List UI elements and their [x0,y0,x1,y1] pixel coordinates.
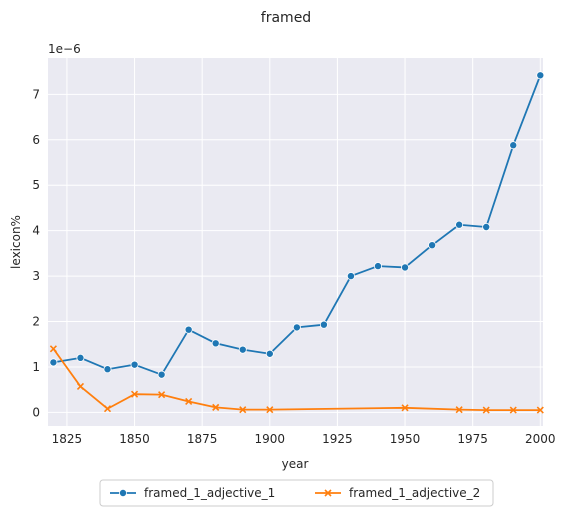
data-point [49,358,58,367]
data-point [185,397,193,406]
x-axis-label: year [282,457,309,471]
data-point [536,406,544,414]
y-tick-label: 4 [32,224,40,238]
x-tick-label: 1925 [322,432,353,446]
series-2 [49,345,544,414]
x-tick-label: 1950 [390,432,421,446]
data-point [319,320,328,329]
data-point [130,390,139,398]
legend-marker [324,489,332,497]
data-point [482,406,490,414]
data-point [401,404,409,412]
data-point [373,262,382,271]
data-point [130,360,139,369]
x-tick-label: 1850 [119,432,150,446]
data-point [158,391,166,399]
data-point [536,71,545,80]
plot-area [48,58,543,426]
data-point [49,345,57,353]
series-layer [49,71,545,414]
x-tick-label: 1900 [255,432,286,446]
legend-label: framed_1_adjective_1 [144,486,275,500]
data-point [509,141,518,150]
y-tick-label: 1 [32,360,40,374]
data-point [401,263,410,272]
x-tick-label: 1875 [187,432,218,446]
y-axis-label: lexicon% [9,215,23,269]
legend: framed_1_adjective_1 framed_1_adjective_2 [99,479,494,507]
data-point [292,323,301,332]
data-point [103,365,112,374]
series-1 [49,71,545,379]
x-tick-labels: 1825 1850 1875 1900 1925 1950 1975 2000 [52,432,556,446]
data-point [346,272,355,281]
chart-title: framed [261,10,311,26]
legend-item: framed_1_adjective_2 [315,486,480,500]
y-tick-label: 7 [32,87,40,101]
legend-items: framed_1_adjective_1 framed_1_adjective_2 [110,486,480,500]
data-point [76,382,85,391]
data-point [211,339,220,348]
data-point [265,349,274,358]
y-tick-label: 2 [32,315,40,329]
x-tick-label: 1825 [52,432,83,446]
data-point [212,403,220,411]
legend-box [99,479,494,507]
x-tick-label: 2000 [525,432,556,446]
data-point [157,370,166,379]
data-point [455,220,464,229]
y-tick-label: 6 [32,133,40,147]
data-point [184,325,193,334]
y-tick-label: 5 [32,178,40,192]
data-point [509,406,517,414]
data-point [238,345,247,354]
data-point [428,241,437,250]
data-point [103,405,112,413]
y-offset-label: 1e−6 [48,42,81,56]
data-point [455,406,463,414]
x-tick-label: 1975 [457,432,488,446]
legend-label: framed_1_adjective_2 [349,486,480,500]
data-point [76,353,85,362]
legend-marker [119,488,128,497]
legend-item: framed_1_adjective_1 [110,486,275,500]
series-line [52,348,541,412]
data-point [239,406,247,414]
data-point [266,406,274,414]
data-point [482,223,491,232]
y-tick-labels: 0 1 2 3 4 5 6 7 [32,87,40,419]
grid [48,58,543,426]
y-tick-label: 3 [32,269,40,283]
y-tick-label: 0 [32,405,40,419]
